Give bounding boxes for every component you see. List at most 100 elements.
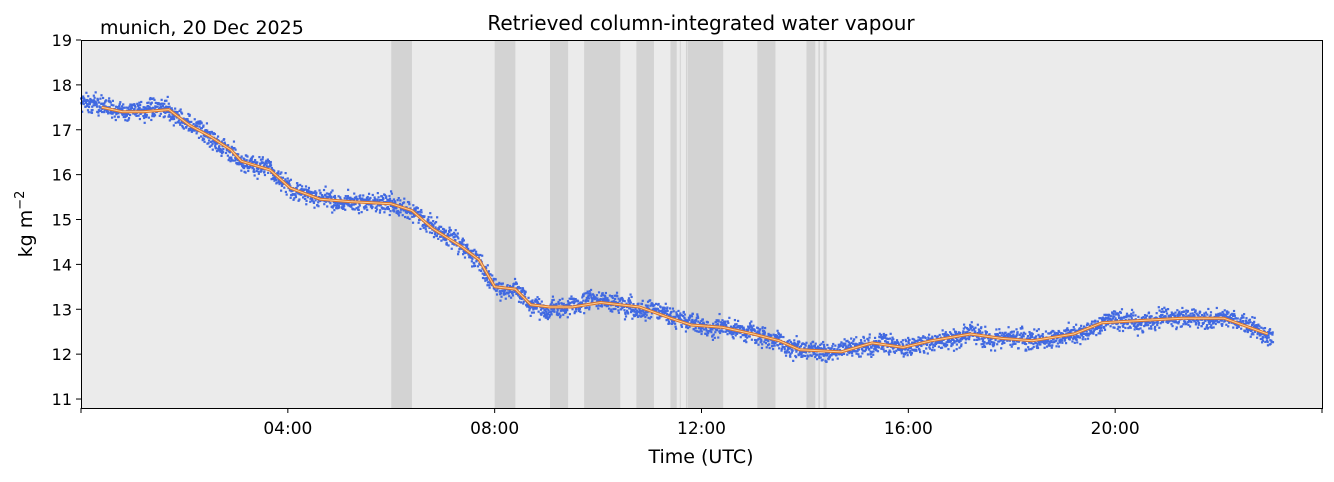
scatter-point: [802, 350, 806, 354]
scatter-point: [1263, 333, 1266, 337]
scatter-point: [620, 296, 624, 300]
scatter-point: [577, 306, 580, 309]
scatter-point: [706, 334, 709, 337]
scatter-point: [1147, 324, 1150, 327]
scatter-point: [153, 112, 156, 116]
scatter-point: [1055, 339, 1058, 342]
scatter-point: [286, 177, 289, 180]
scatter-point: [116, 106, 119, 109]
scatter-point: [492, 277, 495, 280]
scatter-point: [513, 277, 517, 281]
scatter-point: [882, 332, 885, 336]
scatter-point: [1255, 336, 1259, 339]
scatter-point: [966, 337, 969, 340]
scatter-point: [1027, 348, 1031, 351]
scatter-point: [153, 98, 156, 102]
scatter-point: [710, 331, 713, 334]
scatter-point: [595, 305, 598, 308]
scatter-point: [203, 140, 206, 143]
scatter-point: [788, 347, 791, 350]
scatter-point: [1237, 325, 1240, 328]
scatter-point: [727, 329, 731, 332]
scatter-point: [1007, 326, 1010, 329]
scatter-point: [1015, 328, 1018, 331]
scatter-point: [572, 300, 575, 303]
scatter-point: [411, 221, 415, 224]
scatter-point: [726, 333, 729, 336]
scatter-point: [827, 357, 830, 361]
scatter-point: [230, 156, 233, 159]
scatter-point: [606, 304, 610, 307]
scatter-point: [553, 310, 556, 313]
scatter-point: [111, 112, 114, 115]
scatter-point: [420, 208, 423, 212]
scatter-point: [696, 316, 700, 319]
scatter-point: [733, 318, 737, 322]
scatter-point: [1090, 322, 1093, 325]
scatter-point: [1113, 315, 1116, 318]
scatter-point: [731, 335, 734, 339]
scatter-point: [296, 182, 299, 185]
scatter-point: [1161, 313, 1164, 316]
scatter-point: [164, 111, 167, 115]
scatter-point: [535, 299, 539, 302]
scatter-point: [411, 215, 414, 218]
scatter-point: [920, 344, 923, 348]
scatter-point: [1071, 328, 1075, 332]
scatter-point: [187, 129, 190, 132]
scatter-point: [678, 314, 682, 317]
scatter-point: [1008, 336, 1011, 339]
scatter-point: [1050, 334, 1054, 337]
scatter-point: [744, 339, 747, 342]
scatter-point: [789, 352, 792, 355]
scatter-point: [620, 302, 623, 305]
scatter-point: [86, 109, 90, 112]
scatter-point: [1057, 332, 1060, 336]
scatter-point: [83, 99, 87, 102]
scatter-point: [226, 149, 229, 152]
scatter-point: [814, 346, 817, 350]
scatter-point: [667, 318, 670, 321]
scatter-point: [743, 334, 747, 337]
scatter-point: [569, 301, 572, 305]
scatter-point: [863, 349, 867, 352]
scatter-point: [1263, 326, 1267, 330]
scatter-point: [165, 99, 168, 102]
scatter-point: [785, 350, 788, 353]
scatter-point: [1011, 343, 1014, 346]
scatter-point: [1208, 321, 1212, 324]
scatter-point: [753, 329, 756, 333]
scatter-point: [1073, 328, 1076, 331]
scatter-point: [889, 350, 892, 353]
scatter-point: [543, 309, 546, 312]
scatter-point: [1222, 315, 1226, 318]
scatter-point: [772, 341, 775, 344]
shaded-period: [806, 40, 816, 408]
scatter-point: [1179, 312, 1183, 315]
scatter-point: [127, 118, 130, 121]
scatter-point: [386, 205, 389, 209]
scatter-point: [628, 302, 631, 305]
scatter-point: [1113, 326, 1116, 329]
scatter-point: [804, 344, 807, 347]
scatter-point: [789, 340, 792, 344]
scatter-point: [473, 264, 477, 268]
scatter-point: [205, 122, 209, 125]
scatter-point: [187, 112, 190, 116]
scatter-point: [816, 353, 819, 356]
scatter-point: [1092, 330, 1095, 333]
scatter-point: [153, 108, 156, 111]
scatter-point: [501, 282, 504, 285]
scatter-point: [236, 163, 239, 166]
scatter-point: [378, 199, 381, 202]
scatter-point: [616, 301, 619, 305]
scatter-point: [431, 225, 435, 228]
scatter-point: [465, 251, 468, 254]
scatter-point: [1259, 337, 1262, 341]
scatter-point: [520, 301, 523, 304]
scatter-point: [915, 349, 918, 352]
scatter-point: [779, 333, 782, 336]
scatter-point: [855, 352, 858, 355]
scatter-point: [366, 208, 369, 212]
scatter-point: [279, 172, 282, 175]
